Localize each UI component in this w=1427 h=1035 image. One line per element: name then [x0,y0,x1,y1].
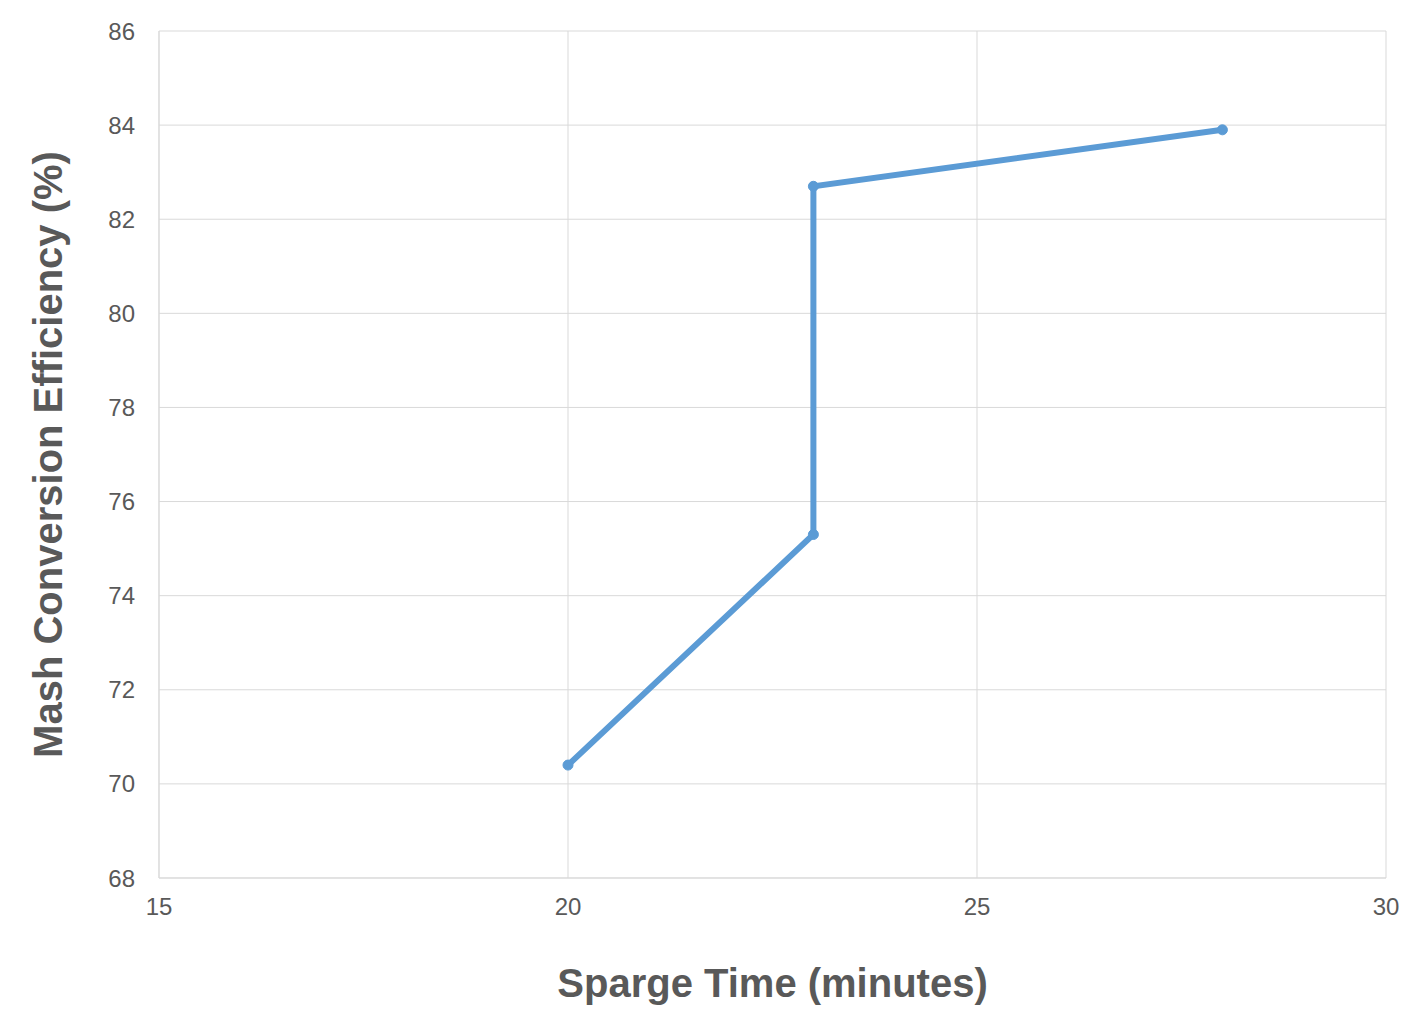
svg-text:86: 86 [108,18,135,45]
svg-text:25: 25 [964,893,991,920]
svg-text:15: 15 [146,893,173,920]
svg-text:Mash Conversion Efficiency (%): Mash Conversion Efficiency (%) [26,151,70,758]
svg-text:82: 82 [108,206,135,233]
svg-text:78: 78 [108,394,135,421]
svg-text:84: 84 [108,112,135,139]
svg-text:70: 70 [108,770,135,797]
svg-text:72: 72 [108,676,135,703]
svg-text:74: 74 [108,582,135,609]
svg-text:68: 68 [108,865,135,892]
svg-text:20: 20 [555,893,582,920]
svg-text:76: 76 [108,488,135,515]
svg-text:80: 80 [108,300,135,327]
svg-text:30: 30 [1373,893,1400,920]
svg-text:Sparge Time (minutes): Sparge Time (minutes) [557,961,987,1005]
